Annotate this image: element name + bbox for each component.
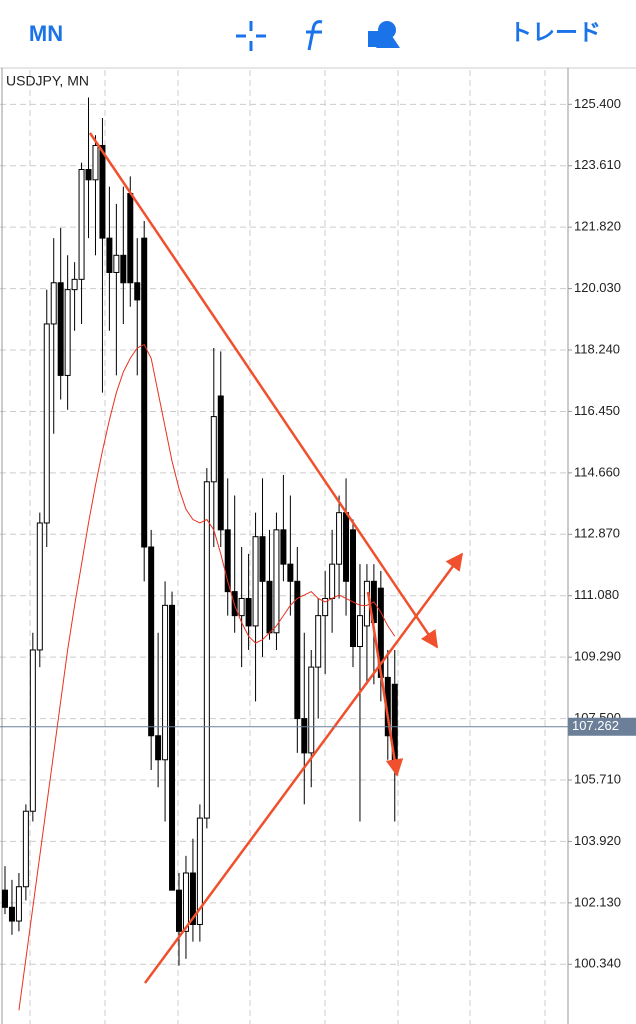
trend-lines	[88, 132, 464, 984]
candle-body	[315, 615, 322, 668]
candle-body	[71, 278, 78, 291]
last-price-box	[568, 717, 636, 736]
timeframe-button[interactable]: MN	[29, 21, 63, 46]
candle-body	[329, 563, 336, 599]
candle-body	[176, 889, 182, 932]
candle-body	[134, 282, 141, 301]
candle-body	[22, 810, 29, 888]
candle-body	[120, 254, 127, 284]
moving-average	[18, 343, 396, 1011]
candle-body	[169, 604, 176, 891]
objects-icon[interactable]	[368, 21, 400, 48]
candle-body	[127, 193, 134, 284]
trade-button[interactable]: トレード	[509, 19, 601, 45]
candle-body	[203, 481, 210, 819]
y-tick-label: 116.450	[574, 403, 620, 418]
candle-body	[273, 529, 280, 634]
candle-body	[43, 323, 50, 524]
candle-body	[141, 237, 148, 548]
y-tick-label: 103.920	[574, 833, 621, 848]
last-price-label: 107.262	[572, 718, 619, 733]
candle-body	[50, 282, 57, 325]
candle-body	[245, 597, 252, 627]
candle-body	[336, 512, 343, 565]
crosshair-icon[interactable]	[236, 21, 266, 51]
candle-body	[356, 615, 363, 648]
candle-body	[210, 416, 217, 483]
y-tick-label: 111.080	[574, 587, 619, 602]
candle-body	[64, 289, 71, 376]
candle-body	[78, 169, 85, 280]
candle-body	[238, 597, 245, 617]
candle-body	[322, 597, 329, 617]
candle-body	[287, 563, 294, 582]
y-tick-label: 112.870	[574, 526, 620, 541]
candle-body	[8, 906, 15, 922]
candle-body	[308, 666, 315, 754]
candle-body	[301, 718, 308, 754]
toolbar	[0, 0, 636, 68]
candle-body	[106, 237, 113, 273]
candle-body	[343, 512, 350, 582]
candle-body	[350, 529, 356, 648]
y-tick-label: 100.340	[574, 956, 621, 971]
candle-body	[182, 872, 189, 932]
candle-body	[162, 604, 169, 761]
y-tick-label: 105.710	[574, 771, 621, 786]
candle-body	[92, 144, 99, 181]
candle-body	[85, 169, 92, 181]
candle-body	[148, 546, 155, 737]
candle-body	[259, 536, 266, 582]
candle-body	[57, 282, 64, 376]
plot	[2, 97, 398, 1011]
y-tick-label: 118.240	[574, 341, 620, 356]
candle-body	[280, 529, 287, 565]
candle-body	[217, 395, 224, 531]
y-tick-label: 109.290	[574, 649, 621, 664]
y-tick-label: 120.030	[574, 280, 621, 295]
y-tick-label: 114.660	[574, 464, 620, 479]
candle-body	[266, 580, 273, 634]
symbol-label: USDJPY, MN	[6, 73, 89, 89]
y-tick-label: 102.130	[574, 894, 621, 909]
candle-body	[196, 817, 203, 925]
y-tick-label: 121.820	[574, 219, 621, 234]
candle-body	[113, 254, 120, 273]
candle-body	[99, 144, 106, 239]
y-tick-label: 123.610	[574, 157, 621, 172]
indicator-icon[interactable]	[306, 20, 323, 51]
candle-body	[224, 529, 231, 593]
candle-body	[15, 886, 22, 922]
candle-body	[252, 536, 259, 627]
candle-body	[155, 735, 162, 761]
y-tick-label: 125.400	[574, 96, 621, 111]
candle-body	[2, 889, 8, 908]
candle-body	[29, 649, 36, 812]
candle-body	[36, 522, 43, 651]
candle-body	[294, 580, 301, 720]
candle-body	[189, 872, 196, 925]
